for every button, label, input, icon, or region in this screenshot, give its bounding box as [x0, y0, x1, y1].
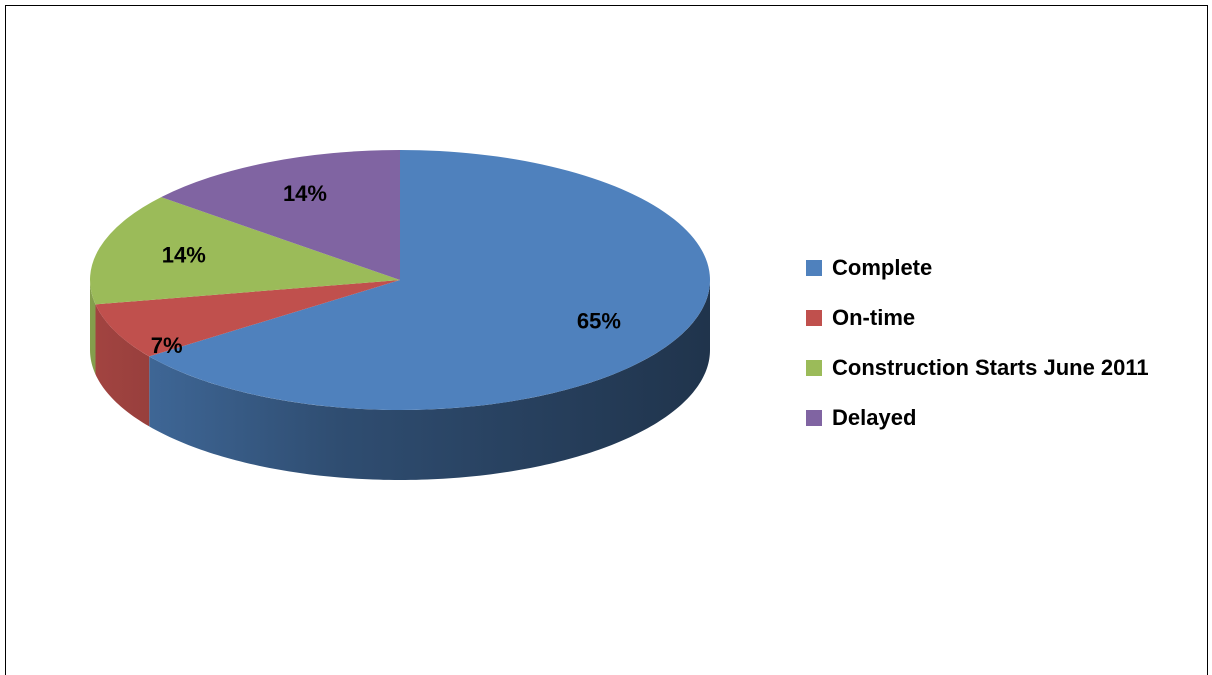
legend-swatch [806, 260, 822, 276]
pie-side [149, 280, 711, 480]
pie-slice [90, 197, 401, 305]
legend-swatch [806, 310, 822, 326]
pie-slice [149, 150, 711, 410]
pie-side [90, 280, 96, 375]
legend-swatch [806, 410, 822, 426]
data-label: 14% [283, 181, 327, 206]
legend-label: Complete [832, 255, 932, 280]
legend-swatch [806, 360, 822, 376]
pie-slice [95, 280, 400, 357]
pie-slice [161, 150, 400, 280]
data-label: 14% [162, 243, 206, 268]
legend-label: On-time [832, 305, 915, 330]
data-label: 7% [151, 333, 183, 358]
legend-label: Delayed [832, 405, 916, 430]
legend-label: Construction Starts June 2011 [832, 355, 1149, 380]
data-label: 65% [577, 308, 621, 333]
pie-side [95, 304, 150, 427]
